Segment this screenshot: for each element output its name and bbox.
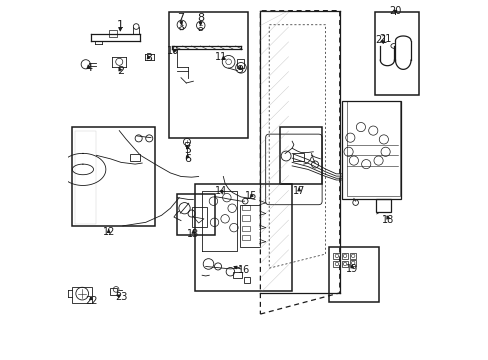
Bar [341, 100, 401, 199]
Text: 16: 16 [237, 265, 249, 275]
Text: 18: 18 [382, 215, 394, 225]
Bar [375, 199, 390, 212]
Bar [333, 261, 339, 267]
Text: 3: 3 [145, 53, 152, 63]
Bar [130, 154, 140, 161]
Text: 13: 13 [187, 229, 199, 239]
Text: 1: 1 [117, 20, 123, 30]
Bar [240, 205, 259, 247]
Bar [349, 260, 355, 266]
Bar [242, 226, 249, 231]
Text: 7: 7 [177, 13, 184, 23]
Text: 20: 20 [388, 6, 401, 16]
Bar [195, 184, 291, 291]
Bar [279, 127, 322, 184]
Bar [374, 13, 418, 95]
Bar [341, 261, 347, 267]
Bar [244, 277, 250, 283]
Bar [349, 253, 355, 259]
Bar [185, 142, 188, 146]
Text: 23: 23 [115, 292, 128, 302]
Text: 2: 2 [117, 66, 123, 76]
Text: 14: 14 [215, 186, 227, 196]
Text: 15: 15 [245, 191, 257, 201]
Bar [346, 101, 399, 196]
Text: 21: 21 [379, 34, 391, 44]
Text: 6: 6 [184, 154, 191, 164]
Bar [242, 215, 249, 221]
Bar [71, 127, 154, 226]
Text: 21: 21 [374, 35, 387, 45]
Text: 4: 4 [85, 63, 92, 73]
Bar [177, 194, 214, 235]
Bar [328, 247, 378, 302]
Bar [237, 59, 244, 68]
Text: 19: 19 [346, 264, 358, 274]
Bar [72, 287, 92, 303]
Text: 5: 5 [184, 145, 191, 155]
Text: 22: 22 [84, 296, 97, 306]
Bar [242, 205, 249, 210]
Bar [333, 253, 339, 259]
Text: 11: 11 [215, 52, 227, 62]
Bar [242, 235, 249, 240]
Bar [341, 253, 347, 259]
Bar [233, 272, 242, 278]
Text: 9: 9 [236, 65, 244, 75]
Text: 12: 12 [102, 227, 115, 237]
Bar [108, 30, 117, 37]
Bar [192, 207, 207, 226]
Bar [168, 13, 247, 138]
Text: 10: 10 [167, 46, 179, 56]
Bar [293, 153, 303, 161]
Text: 17: 17 [292, 186, 305, 196]
Text: 8: 8 [197, 13, 203, 23]
Bar [109, 288, 117, 294]
